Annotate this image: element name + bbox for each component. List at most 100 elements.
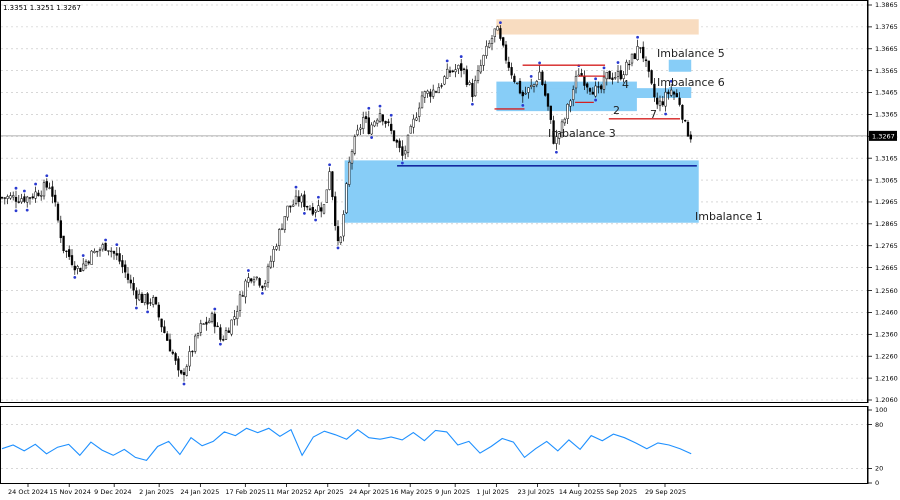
- candle: [294, 189, 298, 206]
- candle: [658, 95, 662, 112]
- fractal-up-marker: [459, 55, 463, 58]
- price-tick-label: 1.3065: [875, 176, 898, 184]
- time-tick-label: 14 Aug 2025: [559, 488, 601, 496]
- candle: [650, 69, 653, 85]
- candle: [37, 189, 40, 197]
- candle: [45, 178, 48, 191]
- candle: [297, 190, 300, 207]
- candle: [6, 194, 9, 205]
- candles: [0, 25, 692, 382]
- candle: [146, 292, 149, 310]
- oscillator-tick-label: 80: [875, 421, 883, 429]
- oscillator-line: [1, 427, 692, 462]
- fractal-up-marker: [538, 61, 541, 65]
- candle: [163, 320, 166, 334]
- candle: [62, 235, 65, 254]
- candle: [611, 72, 614, 85]
- candle: [538, 65, 541, 80]
- fractal-up-marker: [636, 35, 639, 39]
- price-tick-label: 1.3565: [875, 67, 898, 75]
- candle: [233, 309, 236, 326]
- candle: [40, 190, 43, 201]
- price-tick-label: 1.3165: [875, 154, 898, 162]
- time-tick-label: 15 Nov 2024: [49, 488, 91, 496]
- fractal-down-marker: [664, 112, 667, 116]
- candle: [135, 287, 138, 306]
- candle: [586, 82, 589, 94]
- candle: [362, 111, 365, 135]
- fractal-down-marker: [594, 98, 597, 102]
- candle: [311, 202, 314, 216]
- candle: [157, 302, 160, 321]
- candle: [213, 311, 216, 334]
- candle: [244, 278, 247, 304]
- price-tick-label: 1.2965: [875, 198, 898, 206]
- candle: [328, 167, 331, 191]
- fractal-down-marker: [303, 212, 306, 215]
- candle: [544, 80, 547, 97]
- candle: [426, 89, 429, 98]
- imbalance-zone: [344, 160, 699, 223]
- candle: [594, 81, 597, 98]
- candle: [591, 87, 594, 95]
- oscillator-tick-label: 0: [875, 479, 879, 487]
- candle: [605, 71, 608, 86]
- fractal-down-marker: [314, 218, 317, 222]
- candle: [124, 260, 127, 279]
- candle: [20, 193, 23, 204]
- candle: [653, 77, 656, 102]
- candle: [588, 87, 592, 96]
- candle: [149, 298, 152, 307]
- candle: [574, 70, 578, 94]
- fractal-up-marker: [247, 269, 250, 272]
- candle: [418, 102, 421, 123]
- candle: [675, 89, 678, 98]
- candle: [160, 318, 163, 333]
- candle: [191, 350, 194, 357]
- candle: [87, 260, 90, 266]
- level-tag-label: 2: [613, 104, 620, 117]
- fractal-down-marker: [521, 103, 525, 107]
- candle: [454, 63, 457, 78]
- candle: [630, 53, 634, 67]
- candle: [670, 83, 673, 97]
- zone-label: Imbalance 1: [695, 210, 763, 223]
- level-tag-label: 7: [650, 108, 657, 121]
- candle: [661, 95, 664, 107]
- candle: [73, 261, 76, 275]
- candle: [474, 75, 477, 97]
- candle: [549, 105, 552, 124]
- time-tick-label: 5 Sep 2025: [600, 488, 637, 496]
- fractal-down-marker: [135, 306, 138, 310]
- gridlines: [1, 4, 867, 401]
- candle: [68, 245, 71, 260]
- candle: [493, 28, 496, 43]
- candle: [104, 242, 107, 251]
- candle: [348, 156, 351, 187]
- candle: [14, 190, 18, 209]
- fractal-up-marker: [34, 182, 37, 186]
- candle: [82, 258, 85, 272]
- candle: [322, 204, 326, 215]
- candle: [101, 242, 104, 252]
- candle: [308, 205, 312, 211]
- candle: [143, 294, 146, 306]
- candle: [597, 81, 600, 94]
- fractal-down-marker: [25, 208, 29, 212]
- time-tick-label: 29 Sep 2025: [645, 488, 686, 496]
- time-tick-label: 24 Apr 2025: [349, 488, 389, 496]
- candle: [488, 40, 491, 49]
- candle: [353, 134, 356, 156]
- candle: [686, 120, 690, 137]
- candle: [398, 138, 401, 153]
- candle: [664, 85, 667, 112]
- candle: [364, 111, 368, 123]
- candle: [390, 117, 393, 135]
- fractal-up-marker: [81, 254, 85, 257]
- fractal-down-marker: [182, 382, 186, 386]
- candle: [479, 59, 482, 75]
- candle: [121, 254, 124, 274]
- candle: [558, 133, 561, 145]
- candle: [306, 205, 309, 211]
